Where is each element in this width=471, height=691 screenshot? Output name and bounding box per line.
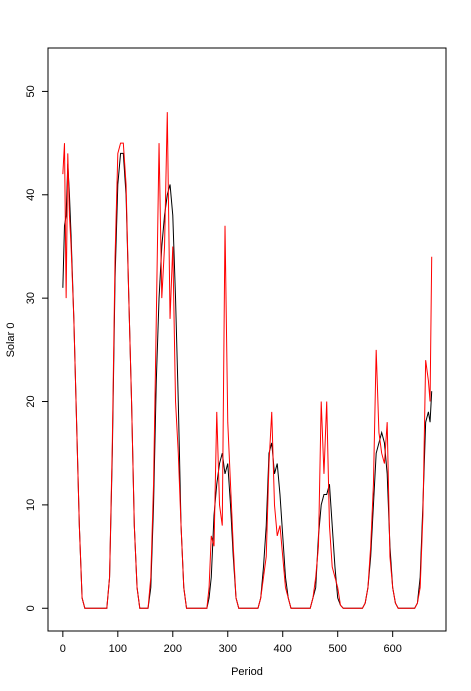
y-tick-label: 0 [25, 605, 37, 611]
x-tick-label: 600 [383, 643, 401, 655]
x-tick-label: 100 [109, 643, 127, 655]
y-axis-label: Solar 0 [5, 323, 17, 358]
x-tick-label: 500 [329, 643, 347, 655]
x-tick-label: 300 [219, 643, 237, 655]
y-tick-label: 50 [25, 85, 37, 97]
series-line [62, 112, 433, 609]
y-tick-label: 10 [25, 499, 37, 511]
y-tick-label: 30 [25, 292, 37, 304]
plot-box [47, 47, 447, 632]
y-tick-label: 40 [25, 189, 37, 201]
y-tick-label: 20 [25, 395, 37, 407]
series-line [62, 152, 433, 609]
x-tick-label: 400 [274, 643, 292, 655]
x-tick-label: 0 [60, 643, 66, 655]
x-tick-label: 200 [164, 643, 182, 655]
x-axis-label: Period [231, 666, 263, 678]
